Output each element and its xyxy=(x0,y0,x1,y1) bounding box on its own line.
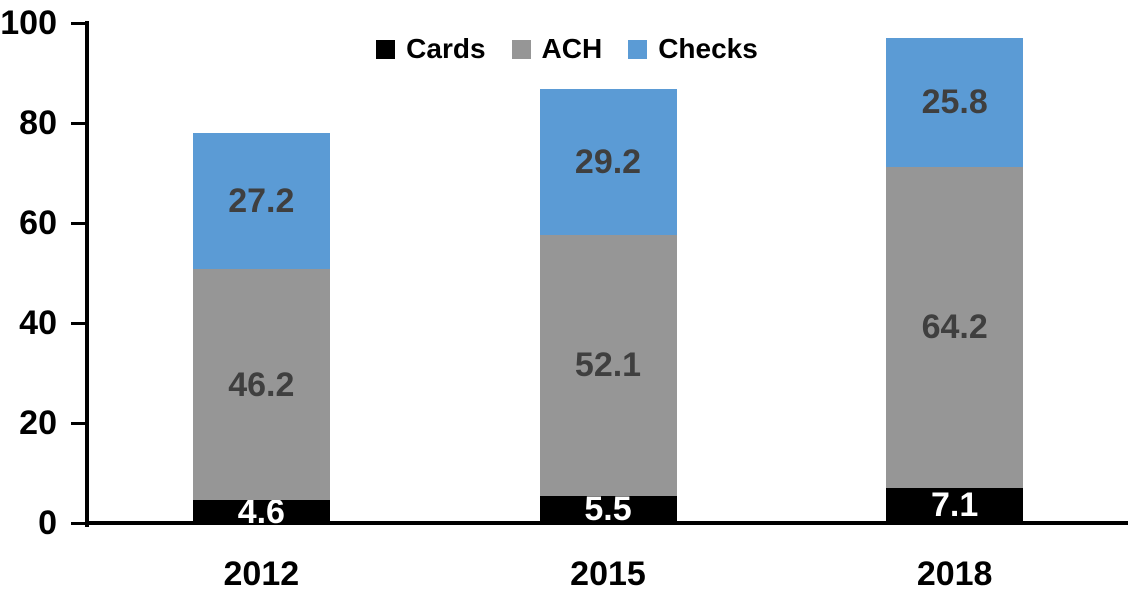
legend-marker-checks-icon xyxy=(628,39,648,59)
y-axis-line xyxy=(85,21,89,527)
y-tick-80 xyxy=(71,122,89,125)
bar-value-label-checks-2012: 27.2 xyxy=(228,182,295,220)
bar-segment-checks-2018: 25.8 xyxy=(886,37,1024,167)
x-axis-label-2015: 2015 xyxy=(570,555,646,593)
bar-value-label-ach-2018: 64.2 xyxy=(921,308,988,346)
y-tick-label-60: 60 xyxy=(19,204,57,242)
y-tick-label-100: 100 xyxy=(0,4,57,42)
bar-segment-checks-2012: 27.2 xyxy=(192,133,330,269)
y-tick-label-80: 80 xyxy=(19,104,57,142)
bar-segment-ach-2012: 46.2 xyxy=(192,269,330,500)
x-axis-label-2018: 2018 xyxy=(916,555,993,593)
bar-segment-ach-2018: 64.2 xyxy=(886,166,1024,488)
y-tick-40 xyxy=(71,322,89,325)
legend-label-ach: ACH xyxy=(541,33,603,64)
legend: Cards ACH Checks xyxy=(0,34,1134,64)
y-tick-60 xyxy=(71,222,89,225)
bar-segment-ach-2015: 52.1 xyxy=(539,235,677,496)
bar-value-label-cards-2015: 5.5 xyxy=(584,490,632,529)
bar-value-label-ach-2015: 52.1 xyxy=(574,346,642,385)
y-tick-label-40: 40 xyxy=(19,304,57,342)
bar-segment-cards-2018: 7.1 xyxy=(886,486,1024,525)
bar-value-label-ach-2012: 46.2 xyxy=(228,365,295,404)
bar-value-label-cards-2018: 7.1 xyxy=(931,486,979,525)
x-axis-line xyxy=(85,521,1128,525)
legend-item-cards: Cards xyxy=(376,33,486,64)
y-tick-0 xyxy=(71,522,89,525)
y-tick-label-20: 20 xyxy=(19,404,57,442)
bar-segment-cards-2015: 5.5 xyxy=(539,492,677,526)
y-tick-100 xyxy=(71,22,89,25)
legend-marker-cards-icon xyxy=(376,39,396,59)
legend-label-cards: Cards xyxy=(406,33,486,64)
bar-segment-checks-2015: 29.2 xyxy=(539,89,677,235)
bar-segment-cards-2012: 4.6 xyxy=(192,495,330,529)
legend-item-checks: Checks xyxy=(628,34,758,64)
bar-value-label-checks-2015: 29.2 xyxy=(574,143,642,181)
y-tick-20 xyxy=(71,422,89,425)
legend-marker-ach-icon xyxy=(511,39,531,59)
x-axis-label-2012: 2012 xyxy=(223,555,300,593)
legend-label-checks: Checks xyxy=(658,33,758,64)
y-tick-label-0: 0 xyxy=(38,504,57,542)
bar-value-label-checks-2018: 25.8 xyxy=(921,83,988,121)
bar-value-label-cards-2012: 4.6 xyxy=(237,492,285,531)
legend-item-ach: ACH xyxy=(511,33,603,64)
